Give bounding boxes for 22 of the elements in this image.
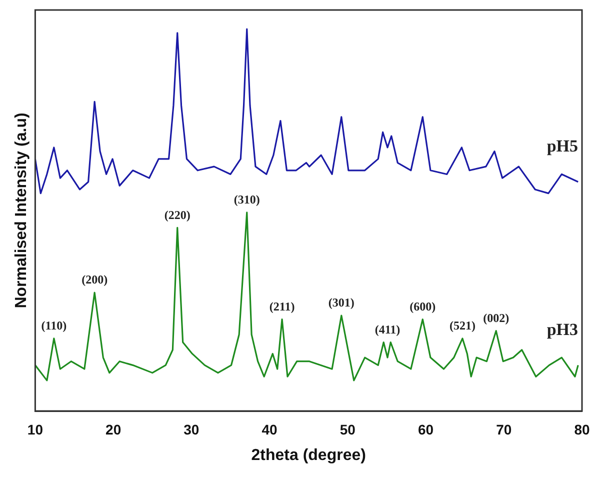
x-axis-title: 2theta (degree) [251, 446, 366, 464]
annotation: (411) [374, 322, 400, 336]
series-label: pH3 [546, 320, 578, 340]
x-tick-label: 10 [27, 421, 44, 438]
y-axis-title: Normalised Intensity (a.u) [13, 112, 30, 308]
annotation: (600) [410, 299, 436, 314]
x-tick-label: 80 [574, 421, 590, 438]
x-tick-label: 40 [262, 421, 278, 438]
annotation: (310) [234, 192, 260, 207]
annotation: (002) [483, 310, 510, 325]
x-tick-label: 60 [418, 421, 434, 438]
annotation: (521) [449, 318, 476, 333]
annotation: (301) [328, 296, 354, 310]
x-tick-label: 70 [496, 421, 512, 438]
annotation: (220) [164, 208, 190, 222]
annotation: (200) [82, 272, 108, 287]
annotation: (211) [269, 299, 295, 314]
series-label: pH5 [546, 136, 578, 156]
x-tick-label: 30 [184, 421, 200, 438]
x-tick-label: 20 [106, 421, 122, 438]
x-tick-label: 50 [340, 421, 356, 438]
annotation: (110) [41, 318, 67, 333]
